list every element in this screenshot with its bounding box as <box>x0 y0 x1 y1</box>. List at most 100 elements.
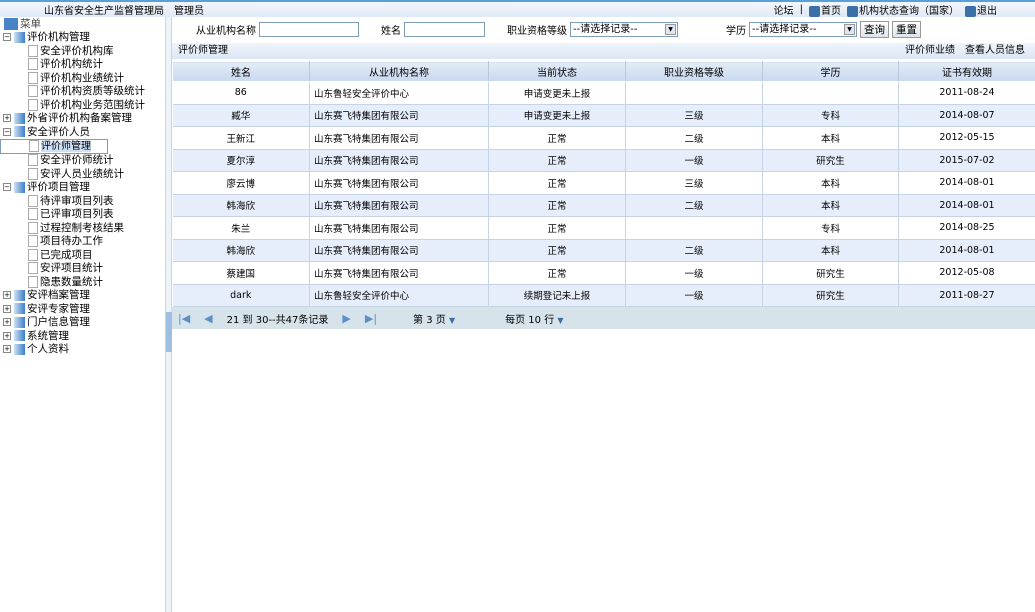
folder-icon <box>14 289 25 301</box>
sidebar-splitter[interactable] <box>166 17 172 612</box>
table-row[interactable]: 夏尔淳 山东赛飞特集团有限公司 正常 一级 研究生 2015-07-02 <box>172 149 1035 172</box>
menu-tree: − 评价机构管理 安全评价机构库 评价机构统计 评价机构业绩统计 评价机构资质等级统计 评价… <box>0 31 165 357</box>
menu-group[interactable]: + 外省评价机构备案管理 <box>3 112 132 124</box>
table-cell: 正常 <box>488 126 626 150</box>
table-row[interactable]: 韩海欣 山东赛飞特集团有限公司 正常 二级 本科 2014-08-01 <box>172 239 1035 262</box>
table-cell: 2014-08-01 <box>898 239 1035 262</box>
menu-item[interactable]: 评价机构资质等级统计 <box>0 85 165 99</box>
prev-page-icon[interactable]: ◀ <box>204 311 213 325</box>
table-cell: 廖云博 <box>172 171 310 195</box>
expand-icon[interactable]: + <box>3 291 11 299</box>
table-row[interactable]: 王新江 山东赛飞特集团有限公司 正常 二级 本科 2012-05-15 <box>172 126 1035 150</box>
name-input[interactable] <box>404 21 485 37</box>
table-cell: 2012-05-15 <box>898 126 1035 150</box>
org-name-input[interactable] <box>259 21 359 37</box>
table-cell: 正常 <box>488 149 626 172</box>
column-header[interactable]: 当前状态 <box>488 61 626 82</box>
expand-icon[interactable]: + <box>3 114 11 122</box>
table-cell <box>625 216 763 240</box>
menu-item[interactable]: 评价机构业务范围统计 <box>0 98 165 113</box>
table-cell: 臧华 <box>172 104 310 127</box>
table-cell: 2014-08-25 <box>898 216 1035 240</box>
table-row[interactable]: 廖云博 山东赛飞特集团有限公司 正常 三级 本科 2014-08-01 <box>172 171 1035 195</box>
table-cell: dark <box>172 284 310 307</box>
level-select[interactable]: --请选择记录-- ▼ <box>570 21 678 37</box>
menu-item[interactable]: 已评审项目列表 <box>0 208 165 222</box>
expand-icon[interactable]: + <box>3 304 11 313</box>
home-icon <box>809 5 820 17</box>
performance-link[interactable]: 评价师业绩 <box>905 45 955 56</box>
table-cell: 2014-08-07 <box>898 104 1035 127</box>
table-row[interactable]: 臧华 山东赛飞特集团有限公司 申请变更未上报 三级 专科 2014-08-07 <box>172 104 1035 127</box>
table-cell: 正常 <box>488 194 626 217</box>
table-cell: 王新江 <box>172 126 310 150</box>
collapse-icon[interactable]: − <box>3 33 11 41</box>
page-icon <box>28 248 38 261</box>
expand-icon[interactable]: + <box>3 318 11 326</box>
first-page-icon[interactable]: |◀ <box>178 311 191 325</box>
view-person-link[interactable]: 查看人员信息 <box>965 45 1025 56</box>
table-row[interactable]: 蔡建国 山东赛飞特集团有限公司 正常 一级 研究生 2012-05-08 <box>172 261 1035 285</box>
page-icon <box>28 71 38 84</box>
menu-item[interactable]: 隐患数量统计 <box>0 275 165 290</box>
page-icon <box>28 58 38 70</box>
next-page-icon[interactable]: ▶ <box>342 311 351 325</box>
menu-item[interactable]: 安全评价师统计 <box>0 154 165 168</box>
edu-select[interactable]: --请选择记录-- ▼ <box>749 21 857 37</box>
menu-item[interactable]: 项目待办工作 <box>0 235 165 249</box>
expand-icon[interactable]: + <box>3 345 11 353</box>
table-row[interactable]: dark 山东鲁轻安全评价中心 续期登记未上报 一级 研究生 2011-08-27 <box>172 284 1035 307</box>
page-select[interactable]: 第 3 页 ▼ <box>413 314 456 326</box>
top-link-3[interactable]: 退出 <box>965 2 997 17</box>
menu-item[interactable]: 过程控制考核结果 <box>0 221 165 236</box>
menu-group[interactable]: − 安全评价人员 <box>3 125 90 138</box>
top-link-2[interactable]: 机构状态查询（国家） <box>847 2 959 17</box>
dropdown-arrow-icon: ▼ <box>665 23 676 35</box>
collapse-handle[interactable] <box>166 312 172 352</box>
menu-item[interactable]: 安评人员业绩统计 <box>0 167 165 182</box>
table-row[interactable]: 86 山东鲁轻安全评价中心 申请变更未上报 2011-08-24 <box>172 81 1035 105</box>
reset-button[interactable]: 重置 <box>892 20 921 38</box>
menu-item[interactable]: 评价师管理 <box>0 139 108 154</box>
menu-group[interactable]: + 个人资料 <box>3 343 69 355</box>
table-cell: 2014-08-01 <box>898 171 1035 195</box>
column-header[interactable]: 姓名 <box>172 61 310 82</box>
column-header[interactable]: 职业资格等级 <box>625 61 763 82</box>
collapse-icon[interactable]: − <box>3 183 11 191</box>
menu-group[interactable]: + 系统管理 <box>3 329 69 342</box>
table-cell: 夏尔淳 <box>172 149 310 172</box>
table-cell: 一级 <box>625 284 763 307</box>
menu-group[interactable]: − 评价项目管理 <box>3 181 90 193</box>
expand-icon[interactable]: + <box>3 331 11 340</box>
main-panel: 从业机构名称 姓名 职业资格等级 --请选择记录-- ▼ 学历 --请选择记录--… <box>172 17 1035 329</box>
table-cell: 二级 <box>625 126 763 150</box>
column-header[interactable]: 证书有效期 <box>898 61 1035 82</box>
query-button[interactable]: 查询 <box>860 20 889 38</box>
menu-item[interactable]: 评价机构统计 <box>0 58 165 72</box>
column-header[interactable]: 学历 <box>762 61 899 82</box>
menu-item[interactable]: 安评项目统计 <box>0 262 165 276</box>
page-icon <box>28 235 38 247</box>
menu-group[interactable]: + 门户信息管理 <box>3 316 90 328</box>
menu-item[interactable]: 已完成项目 <box>0 248 165 263</box>
menu-item[interactable]: 待评审项目列表 <box>0 194 165 209</box>
page-size-select[interactable]: 每页 10 行 ▼ <box>505 314 564 326</box>
separator: | <box>799 4 803 15</box>
top-link-0[interactable]: 论坛 <box>773 6 794 17</box>
top-links: 论坛 | 首页 机构状态查询（国家） 退出 <box>774 2 997 17</box>
table-row[interactable]: 朱兰 山东赛飞特集团有限公司 正常 专科 2014-08-25 <box>172 216 1035 240</box>
menu-item[interactable]: 评价机构业绩统计 <box>0 71 165 86</box>
table-cell: 本科 <box>762 171 899 195</box>
collapse-icon[interactable]: − <box>3 127 11 136</box>
table-cell: 正常 <box>488 171 626 195</box>
menu-item[interactable]: 安全评价机构库 <box>0 44 165 59</box>
menu-group[interactable]: + 安评专家管理 <box>3 302 90 315</box>
menu-group[interactable]: + 安评档案管理 <box>3 289 90 301</box>
top-link-1[interactable]: 首页 <box>809 2 841 17</box>
table-cell: 三级 <box>625 171 763 195</box>
menu-group[interactable]: − 评价机构管理 <box>3 31 90 43</box>
last-page-icon[interactable]: ▶| <box>364 311 378 325</box>
table-row[interactable]: 韩海欣 山东赛飞特集团有限公司 正常 二级 本科 2014-08-01 <box>172 194 1035 217</box>
page-icon <box>28 208 38 220</box>
column-header[interactable]: 从业机构名称 <box>309 61 489 82</box>
